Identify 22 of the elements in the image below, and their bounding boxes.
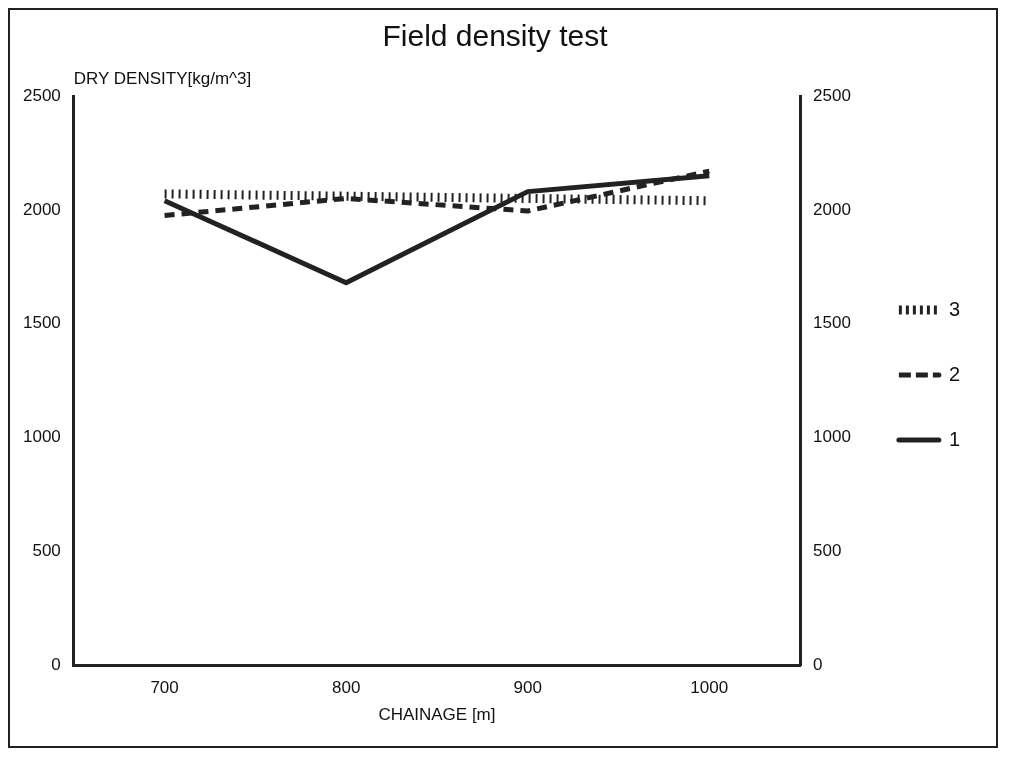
- legend-label: 2: [948, 362, 960, 385]
- y2-tick-label: 0: [813, 654, 823, 674]
- x-tick-label: 900: [513, 678, 542, 698]
- y-tick-label: 0: [51, 654, 61, 674]
- y-tick-label: 500: [32, 541, 61, 561]
- x-tick-label: 1000: [690, 678, 729, 698]
- y2-tick-label: 500: [813, 541, 842, 561]
- y-tick-label: 2500: [22, 85, 61, 105]
- x-tick-label: 700: [150, 678, 179, 698]
- y-tick-label: 1500: [22, 313, 61, 333]
- y2-tick-label: 1500: [813, 313, 851, 333]
- legend-label: 1: [948, 427, 960, 450]
- x-axis-title: CHAINAGE [m]: [378, 705, 496, 725]
- legend-label: 3: [948, 297, 960, 320]
- y2-tick-label: 2000: [813, 199, 851, 219]
- y2-tick-label: 2500: [813, 85, 851, 105]
- y-tick-label: 2000: [22, 199, 61, 219]
- y-tick-label: 1000: [22, 427, 61, 447]
- y2-tick-label: 1000: [813, 427, 851, 447]
- chart-title: Field density test: [382, 19, 609, 53]
- x-tick-label: 800: [331, 678, 361, 698]
- y-axis-title: DRY DENSITY[kg/m^3]: [73, 69, 252, 89]
